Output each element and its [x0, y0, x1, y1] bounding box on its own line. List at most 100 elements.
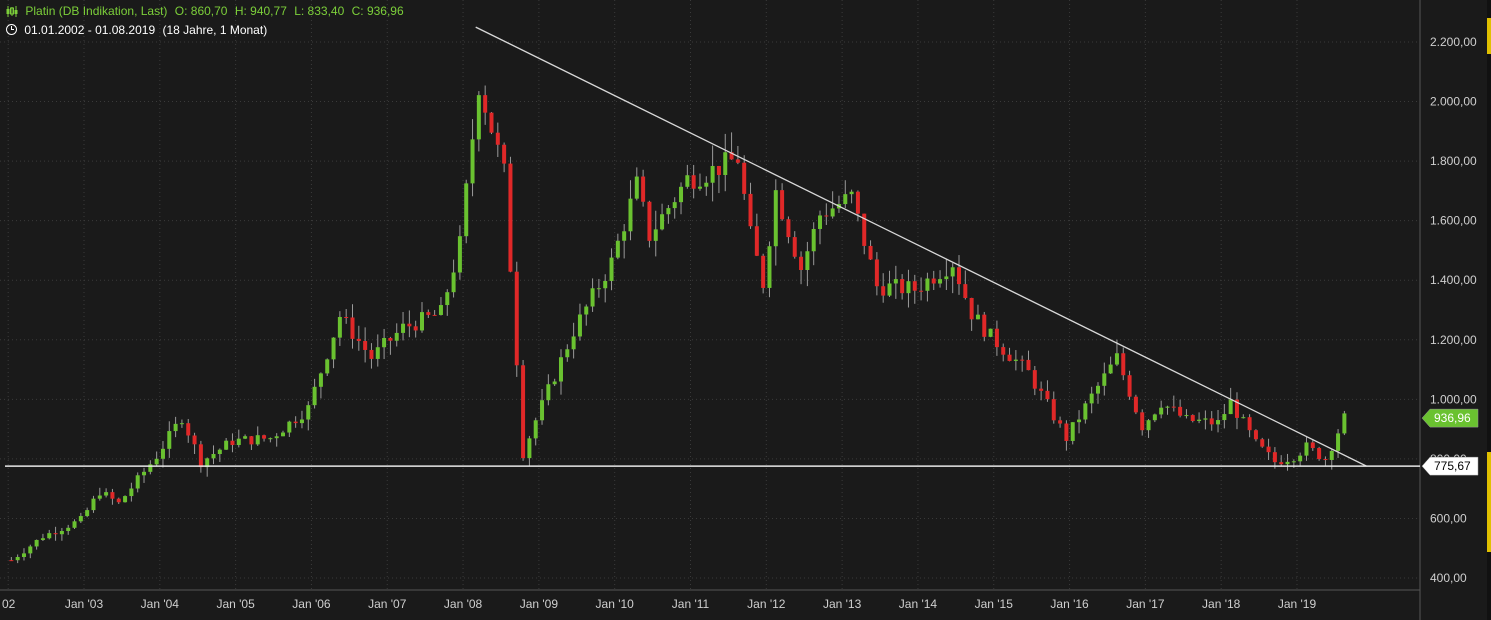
candle-up	[558, 357, 563, 382]
candle-down	[356, 338, 361, 341]
candle-down	[691, 175, 696, 189]
candle-down	[502, 144, 507, 164]
candle-up	[1089, 393, 1094, 404]
candle-down	[1279, 462, 1284, 465]
candle-up	[236, 438, 241, 446]
candle-up	[268, 438, 273, 440]
candle-down	[754, 226, 759, 256]
candle-down	[1051, 399, 1056, 421]
candle-up	[40, 538, 45, 540]
candle-up	[988, 328, 993, 337]
x-tick-label: Jan '11	[672, 597, 710, 611]
candle-up	[337, 316, 342, 338]
candle-up	[142, 471, 147, 476]
candle-down	[900, 279, 905, 294]
candle-down	[1045, 390, 1050, 400]
candle-up	[243, 436, 248, 439]
candle-up	[318, 373, 323, 387]
candle-up	[818, 215, 823, 229]
candle-up	[1342, 413, 1347, 434]
candle-down	[1247, 417, 1252, 431]
candle-down	[1272, 452, 1277, 463]
candle-up	[123, 496, 128, 503]
candle-down	[1039, 388, 1044, 391]
candle-down	[186, 423, 191, 436]
candle-up	[312, 386, 317, 406]
candle-down	[868, 245, 873, 260]
candle-up	[577, 314, 582, 337]
y-tick-label: 2.000,00	[1430, 95, 1477, 109]
support-price-tag	[1421, 456, 1479, 476]
candle-down	[761, 255, 766, 288]
candle-up	[887, 283, 892, 296]
candle-down	[874, 259, 879, 287]
candle-up	[1203, 418, 1208, 420]
candle-up	[540, 400, 545, 421]
candle-up	[401, 323, 406, 333]
candle-up	[1304, 442, 1309, 456]
last-price-tag	[1421, 408, 1479, 428]
candle-down	[1190, 415, 1195, 421]
candle-up	[723, 152, 728, 176]
candle-up	[85, 510, 90, 517]
candle-up	[1108, 364, 1113, 374]
candle-up	[773, 190, 778, 247]
candle-up	[628, 198, 633, 232]
candle-down	[1127, 375, 1132, 397]
candle-up	[1152, 414, 1157, 421]
x-tick-label: Jan '06	[292, 597, 331, 611]
x-tick-label: Jan '17	[1126, 597, 1165, 611]
candle-up	[394, 332, 399, 341]
candle-up	[1102, 373, 1107, 386]
x-tick-label: Jan '16	[1050, 597, 1089, 611]
candle-up	[1216, 420, 1221, 425]
y-tick-label: 1.600,00	[1430, 214, 1477, 228]
vertical-scrollbar[interactable]	[1487, 0, 1491, 620]
candle-down	[262, 435, 267, 439]
candle-up	[66, 527, 71, 532]
candle-up	[849, 191, 854, 195]
candle-up	[179, 423, 184, 425]
candle-down	[1209, 418, 1214, 425]
candle-down	[1260, 439, 1265, 447]
candle-down	[1178, 406, 1183, 416]
candle-up	[160, 448, 165, 459]
candle-down	[919, 290, 924, 292]
ohlc-low: L: 833,40	[294, 4, 345, 18]
y-tick-label: 1.200,00	[1430, 333, 1477, 347]
candle-up	[148, 464, 153, 472]
candle-up	[565, 349, 570, 358]
clock-icon	[6, 24, 17, 35]
candle-down	[489, 112, 494, 133]
candle-down	[786, 219, 791, 238]
candle-down	[1140, 412, 1145, 431]
candle-down	[1310, 442, 1315, 449]
candle-down	[198, 444, 203, 468]
scrollbar-thumb-lower[interactable]	[1487, 452, 1491, 552]
candle-up	[805, 251, 810, 270]
candle-down	[293, 421, 298, 424]
y-tick-label: 600,00	[1430, 511, 1467, 525]
candle-up	[590, 288, 595, 307]
candle-up	[1222, 414, 1227, 421]
x-tick-label: Jan '08	[444, 597, 483, 611]
candle-down	[1266, 446, 1271, 453]
candle-up	[622, 231, 627, 241]
x-tick-label: Jan '14	[899, 597, 938, 611]
candle-down	[1317, 448, 1322, 460]
candle-up	[527, 438, 532, 459]
candle-up	[281, 432, 286, 437]
candle-up	[697, 186, 702, 189]
candle-up	[653, 229, 658, 241]
x-tick-label: Jan '07	[368, 597, 407, 611]
candle-up	[1070, 422, 1075, 441]
candle-down	[647, 201, 652, 241]
y-tick-label: 1.800,00	[1430, 154, 1477, 168]
candle-up	[1013, 359, 1018, 361]
candle-up	[129, 488, 134, 497]
candle-up	[28, 546, 33, 554]
candle-up	[975, 314, 980, 320]
date-range-duration: (18 Jahre, 1 Monat)	[162, 23, 268, 37]
scrollbar-thumb[interactable]	[1487, 18, 1491, 54]
